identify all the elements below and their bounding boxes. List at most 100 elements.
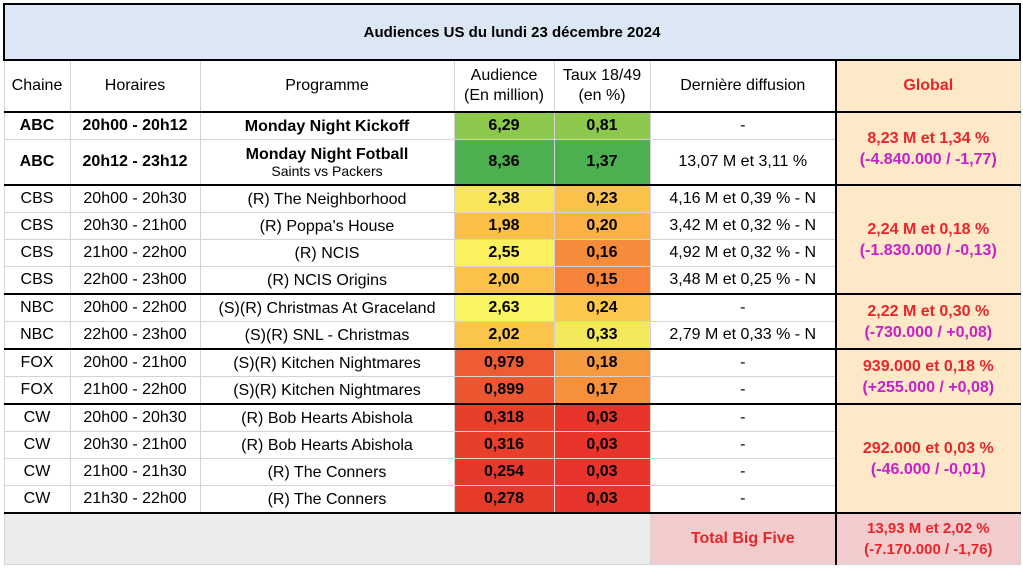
cell-horaires: 20h30 - 21h00 bbox=[69, 212, 201, 240]
table-row: NBC 20h00 - 22h00 (S)(R) Christmas At Grac… bbox=[3, 293, 1021, 350]
cell-derniere: - bbox=[649, 458, 837, 486]
programme-title: (R) NCIS bbox=[294, 244, 360, 262]
cell-chaine: NBC bbox=[3, 293, 71, 322]
cell-chaine: FOX bbox=[3, 376, 71, 405]
cell-global: 2,22 M et 0,30 % (-730.000 / +0,08) bbox=[834, 293, 1021, 350]
cell-audience: 2,55 bbox=[453, 239, 555, 267]
cell-audience: 2,02 bbox=[453, 321, 555, 350]
cell-chaine: CW bbox=[3, 431, 71, 459]
header-programme: Programme bbox=[199, 59, 455, 113]
cell-programme: (R) The Conners bbox=[199, 485, 455, 514]
cell-chaine: CW bbox=[3, 485, 71, 514]
table-row: CBS 20h00 - 20h30 (R) The Neighborhood 2,38… bbox=[3, 184, 1021, 295]
programme-title: (R) The Neighborhood bbox=[247, 190, 407, 208]
table-row: ABC 20h12 - 23h12 Monday Night Fotball Sain… bbox=[3, 139, 1020, 186]
global-diff: (+255.000 / +0,08) bbox=[862, 378, 995, 396]
audience-table-frame: Audiences US du lundi 23 décembre 2024 C… bbox=[2, 3, 1022, 579]
cell-horaires: 22h00 - 23h00 bbox=[69, 266, 201, 295]
cell-audience: 2,63 bbox=[453, 293, 555, 322]
global-diff: (-4.840.000 / -1,77) bbox=[859, 150, 997, 168]
cell-taux: 0,18 bbox=[553, 348, 651, 377]
global-diff: (-1.830.000 / -0,13) bbox=[859, 241, 997, 259]
cell-derniere: - bbox=[649, 111, 837, 140]
global-main: 8,23 M et 1,34 % bbox=[867, 129, 990, 147]
cell-taux: 0,23 bbox=[553, 184, 651, 213]
global-diff: (-730.000 / +0,08) bbox=[864, 323, 993, 341]
programme-title: (R) The Conners bbox=[267, 490, 387, 508]
global-main: 2,24 M et 0,18 % bbox=[867, 220, 990, 238]
table-row: CBS 22h00 - 23h00 (R) NCIS Origins 2,00 0,15… bbox=[3, 266, 1020, 295]
header-chaine: Chaine bbox=[3, 59, 71, 113]
programme-title: Monday Night Kickoff bbox=[244, 117, 410, 135]
cell-audience: 8,36 bbox=[453, 139, 555, 186]
table-row: CW 21h30 - 22h00 (R) The Conners 0,278 0,03- bbox=[3, 485, 1020, 514]
total-row: Total Big Five 13,93 M et 2,02 % (-7.170.… bbox=[3, 512, 1021, 565]
programme-title: (R) Bob Hearts Abishola bbox=[241, 436, 413, 454]
header-taux-line2: (en %) bbox=[578, 87, 626, 104]
cell-programme: (R) The Neighborhood bbox=[199, 184, 455, 213]
cell-taux: 0,03 bbox=[553, 431, 651, 459]
cell-chaine: FOX bbox=[3, 348, 71, 377]
table-title: Audiences US du lundi 23 décembre 2024 bbox=[2, 3, 1022, 61]
cell-horaires: 20h12 - 23h12 bbox=[69, 139, 201, 186]
cell-chaine: ABC bbox=[3, 139, 71, 186]
cell-programme: (R) Bob Hearts Abishola bbox=[199, 403, 455, 432]
table-row: NBC 22h00 - 23h00 (S)(R) SNL - Christmas 2,… bbox=[3, 321, 1020, 350]
header-audience-line2: (En million) bbox=[463, 87, 544, 104]
cell-derniere: 4,16 M et 0,39 % - N bbox=[649, 184, 837, 213]
table-row: CW 21h00 - 21h30 (R) The Conners 0,254 0,03- bbox=[3, 458, 1020, 486]
cell-taux: 0,20 bbox=[553, 212, 651, 240]
programme-title: Monday Night Fotball bbox=[245, 146, 409, 163]
cell-audience: 0,979 bbox=[453, 348, 555, 377]
cell-derniere: 3,48 M et 0,25 % - N bbox=[649, 266, 837, 295]
cell-audience: 1,98 bbox=[453, 212, 555, 240]
cell-programme: (R) Poppa's House bbox=[199, 212, 455, 240]
total-value: 13,93 M et 2,02 % (-7.170.000 / -1,76) bbox=[834, 512, 1021, 565]
total-label: Total Big Five bbox=[649, 512, 837, 565]
cell-horaires: 20h00 - 22h00 bbox=[69, 293, 201, 322]
cell-chaine: CW bbox=[3, 403, 71, 432]
cell-chaine: ABC bbox=[3, 111, 71, 140]
cell-audience: 6,29 bbox=[453, 111, 555, 140]
cell-programme: (S)(R) Christmas At Graceland bbox=[199, 293, 455, 322]
cell-taux: 0,33 bbox=[553, 321, 651, 350]
cell-taux: 0,24 bbox=[553, 293, 651, 322]
cell-horaires: 20h00 - 20h12 bbox=[69, 111, 201, 140]
cell-derniere: 4,92 M et 0,32 % - N bbox=[649, 239, 837, 267]
programme-title: (S)(R) Kitchen Nightmares bbox=[233, 381, 421, 399]
header-horaires: Horaires bbox=[69, 59, 201, 113]
cell-taux: 0,03 bbox=[553, 458, 651, 486]
cell-programme: (R) The Conners bbox=[199, 458, 455, 486]
table-row: CBS 21h00 - 22h00 (R) NCIS 2,55 0,16 4,92 M e… bbox=[3, 239, 1020, 267]
cell-audience: 0,316 bbox=[453, 431, 555, 459]
cell-global: 8,23 M et 1,34 % (-4.840.000 / -1,77) bbox=[834, 111, 1021, 186]
cell-audience: 0,899 bbox=[453, 376, 555, 405]
cell-horaires: 20h00 - 20h30 bbox=[69, 403, 201, 432]
cell-chaine: CBS bbox=[3, 239, 71, 267]
header-row: Chaine Horaires Programme Audience (En mi… bbox=[3, 59, 1021, 113]
total-main: 13,93 M et 2,02 % bbox=[867, 520, 990, 537]
cell-taux: 0,03 bbox=[553, 403, 651, 432]
cell-derniere: - bbox=[649, 376, 837, 405]
cell-horaires: 21h00 - 21h30 bbox=[69, 458, 201, 486]
cell-horaires: 21h30 - 22h00 bbox=[69, 485, 201, 514]
cell-audience: 0,318 bbox=[453, 403, 555, 432]
global-main: 2,22 M et 0,30 % bbox=[867, 302, 990, 320]
cell-programme: (S)(R) SNL - Christmas bbox=[199, 321, 455, 350]
cell-taux: 0,17 bbox=[553, 376, 651, 405]
cell-programme: Monday Night Fotball Saints vs Packers bbox=[199, 139, 455, 186]
cell-chaine: CBS bbox=[3, 266, 71, 295]
cell-audience: 2,38 bbox=[453, 184, 555, 213]
cell-taux: 0,81 bbox=[553, 111, 651, 140]
table-body: ABC 20h00 - 20h12 Monday Night Kickoff 6,29… bbox=[3, 111, 1021, 514]
cell-global: 2,24 M et 0,18 % (-1.830.000 / -0,13) bbox=[834, 184, 1021, 295]
programme-title: (R) Bob Hearts Abishola bbox=[241, 409, 413, 427]
cell-horaires: 20h00 - 21h00 bbox=[69, 348, 201, 377]
cell-programme: Monday Night Kickoff bbox=[199, 111, 455, 140]
cell-audience: 0,278 bbox=[453, 485, 555, 514]
cell-horaires: 21h00 - 22h00 bbox=[69, 239, 201, 267]
programme-title: (R) Poppa's House bbox=[259, 217, 395, 235]
header-taux-line1: Taux 18/49 bbox=[562, 67, 642, 84]
cell-derniere: - bbox=[649, 485, 837, 514]
cell-derniere: 13,07 M et 3,11 % bbox=[649, 139, 837, 186]
